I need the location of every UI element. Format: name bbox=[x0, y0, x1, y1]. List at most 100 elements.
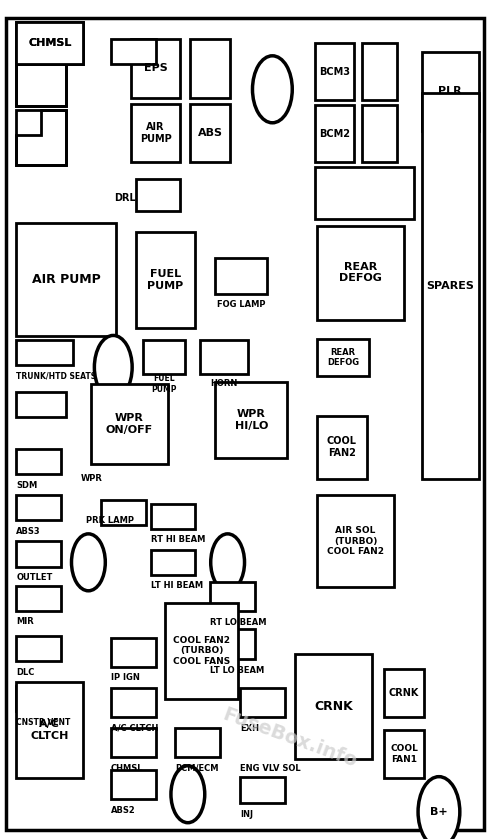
Bar bbox=[16, 110, 66, 165]
Bar bbox=[150, 504, 196, 529]
Bar bbox=[215, 258, 268, 294]
Text: ENG VLV SOL: ENG VLV SOL bbox=[240, 764, 300, 773]
Text: DLC: DLC bbox=[16, 668, 34, 676]
Bar bbox=[166, 602, 238, 699]
Bar bbox=[91, 384, 168, 464]
Text: A/C CLTCH: A/C CLTCH bbox=[111, 723, 158, 732]
Circle shape bbox=[418, 777, 460, 840]
Text: IP IGN: IP IGN bbox=[111, 674, 140, 682]
Text: AIR
PUMP: AIR PUMP bbox=[140, 122, 172, 144]
Text: CRNK: CRNK bbox=[314, 701, 352, 713]
Bar bbox=[422, 93, 478, 479]
Bar bbox=[215, 382, 288, 458]
Text: COOL
FAN2: COOL FAN2 bbox=[327, 437, 357, 458]
Bar bbox=[101, 501, 146, 526]
Text: LT LO BEAM: LT LO BEAM bbox=[210, 666, 264, 675]
Bar bbox=[16, 496, 61, 521]
Circle shape bbox=[210, 534, 244, 591]
Circle shape bbox=[171, 766, 205, 822]
Bar bbox=[362, 43, 396, 100]
Bar bbox=[16, 23, 84, 64]
Bar bbox=[16, 449, 61, 475]
Text: CHMSL: CHMSL bbox=[28, 39, 72, 48]
Bar bbox=[317, 416, 367, 479]
Text: ABS3: ABS3 bbox=[16, 527, 41, 536]
Bar bbox=[362, 105, 396, 162]
Text: CHMSL: CHMSL bbox=[28, 39, 72, 48]
Bar bbox=[16, 47, 66, 106]
Bar bbox=[16, 542, 61, 566]
Circle shape bbox=[94, 335, 132, 399]
Text: COOL FAN2
(TURBO)
COOL FANS: COOL FAN2 (TURBO) COOL FANS bbox=[173, 636, 230, 665]
Text: RT LO BEAM: RT LO BEAM bbox=[210, 618, 266, 627]
Text: ABS2: ABS2 bbox=[111, 806, 136, 815]
Bar bbox=[16, 585, 61, 611]
Text: AIR PUMP: AIR PUMP bbox=[32, 273, 100, 286]
Text: WPR
ON/OFF: WPR ON/OFF bbox=[106, 413, 153, 434]
Text: COOL
FAN1: COOL FAN1 bbox=[390, 744, 418, 764]
Bar bbox=[317, 226, 404, 319]
Bar bbox=[384, 730, 424, 779]
Bar bbox=[210, 629, 255, 659]
Bar bbox=[111, 728, 156, 758]
Bar bbox=[314, 43, 354, 100]
Text: AIR SOL
(TURBO)
COOL FAN2: AIR SOL (TURBO) COOL FAN2 bbox=[327, 527, 384, 556]
Text: BCM2: BCM2 bbox=[319, 129, 350, 139]
Text: MIR: MIR bbox=[16, 617, 34, 627]
Text: WPR
HI/LO: WPR HI/LO bbox=[234, 409, 268, 431]
Bar bbox=[317, 496, 394, 587]
Text: LT HI BEAM: LT HI BEAM bbox=[150, 581, 203, 591]
Bar bbox=[16, 392, 66, 417]
Text: OUTLET: OUTLET bbox=[16, 573, 52, 582]
Text: EPS: EPS bbox=[144, 63, 168, 73]
Text: RT HI BEAM: RT HI BEAM bbox=[150, 535, 205, 544]
Text: CHMSL: CHMSL bbox=[111, 764, 144, 773]
Bar bbox=[111, 39, 156, 64]
Bar bbox=[422, 51, 478, 131]
Bar bbox=[136, 179, 180, 211]
Bar bbox=[314, 105, 354, 162]
Bar bbox=[16, 223, 116, 336]
Bar bbox=[176, 728, 220, 758]
Bar bbox=[314, 167, 414, 219]
Circle shape bbox=[72, 534, 106, 591]
Text: CNSTR VENT: CNSTR VENT bbox=[16, 717, 70, 727]
Text: TRUNK/HTD SEATS: TRUNK/HTD SEATS bbox=[16, 371, 96, 381]
Bar bbox=[150, 549, 196, 575]
Bar bbox=[240, 777, 285, 803]
Text: ABS: ABS bbox=[198, 128, 222, 138]
Bar bbox=[16, 636, 61, 661]
Text: FUEL
PUMP: FUEL PUMP bbox=[148, 269, 184, 291]
Text: PLR: PLR bbox=[438, 87, 462, 97]
Bar bbox=[190, 103, 230, 162]
Bar bbox=[16, 23, 84, 64]
Bar bbox=[111, 688, 156, 717]
Text: PCM/ECM: PCM/ECM bbox=[176, 764, 219, 773]
Text: A/C
CLTCH: A/C CLTCH bbox=[30, 719, 69, 741]
Text: REAR
DEFOG: REAR DEFOG bbox=[339, 262, 382, 283]
Bar bbox=[295, 654, 372, 759]
Text: DRL: DRL bbox=[114, 193, 136, 203]
Text: FOG LAMP: FOG LAMP bbox=[218, 300, 266, 309]
Bar bbox=[384, 669, 424, 717]
Bar bbox=[111, 770, 156, 800]
Bar bbox=[130, 103, 180, 162]
Text: B+: B+ bbox=[430, 806, 448, 816]
Bar bbox=[111, 638, 156, 667]
Text: BCM3: BCM3 bbox=[319, 66, 350, 76]
Bar bbox=[240, 688, 285, 717]
Text: SPARES: SPARES bbox=[426, 281, 474, 291]
Bar bbox=[190, 39, 230, 97]
Text: PRK LAMP: PRK LAMP bbox=[86, 516, 134, 525]
Bar bbox=[210, 581, 255, 611]
Text: REAR
DEFOG: REAR DEFOG bbox=[327, 348, 360, 367]
Text: FUEL
PUMP: FUEL PUMP bbox=[152, 375, 177, 394]
Bar bbox=[200, 340, 248, 374]
Text: WPR: WPR bbox=[81, 474, 103, 483]
Text: SDM: SDM bbox=[16, 480, 38, 490]
Bar bbox=[130, 39, 180, 97]
Text: INJ: INJ bbox=[240, 810, 253, 819]
Circle shape bbox=[252, 55, 292, 123]
Bar bbox=[16, 686, 61, 711]
Text: EXH: EXH bbox=[240, 723, 259, 732]
